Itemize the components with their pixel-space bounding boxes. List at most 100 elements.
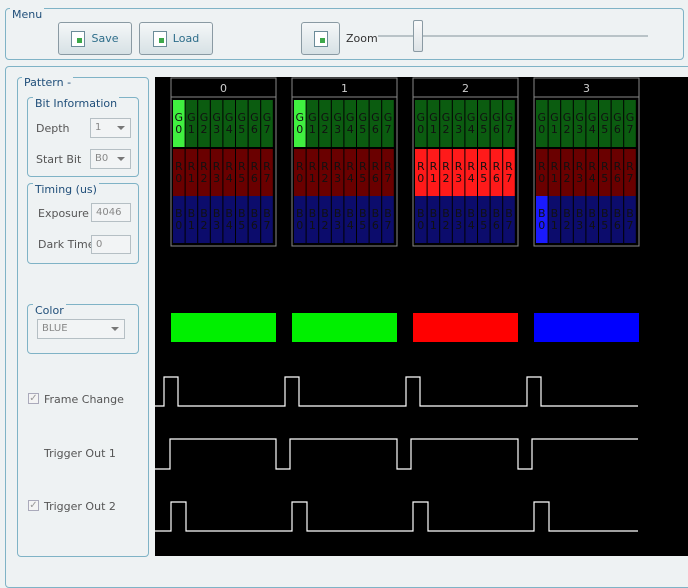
bit-cell	[248, 149, 261, 196]
bit-cell	[440, 100, 452, 147]
bit-channel: R	[384, 160, 392, 173]
start-bit-label: Start Bit	[36, 153, 82, 166]
trigger-out-2-checkbox[interactable]: ✓	[28, 500, 39, 511]
frame-change-label: Frame Change	[44, 393, 124, 406]
bit-cell	[561, 196, 573, 243]
bit-cell	[452, 149, 465, 196]
bit-channel: R	[359, 160, 367, 173]
bit-index: 0	[417, 123, 424, 136]
color-combo[interactable]: BLUE	[37, 319, 125, 339]
load-button[interactable]: Load	[139, 22, 213, 55]
bit-cell	[599, 100, 611, 147]
bit-cell	[427, 100, 440, 147]
bit-cell	[561, 149, 573, 196]
bit-cell	[369, 149, 382, 196]
bit-info-title: Bit Information	[33, 97, 120, 110]
bit-index: 1	[188, 123, 195, 136]
bit-index: 2	[443, 172, 450, 185]
pattern-frame	[170, 96, 277, 247]
bit-index: 3	[213, 123, 220, 136]
pattern-label: 3	[583, 82, 590, 95]
bit-index: 4	[226, 123, 233, 136]
bit-cell	[611, 149, 624, 196]
zoom-thumb[interactable]	[413, 20, 423, 52]
bit-index: 5	[359, 123, 366, 136]
bit-index: 7	[264, 219, 271, 232]
bit-channel: G	[575, 111, 584, 124]
bit-channel: B	[538, 207, 546, 220]
bit-cell	[369, 196, 382, 243]
bit-channel: G	[263, 111, 272, 124]
bit-cell	[173, 196, 185, 243]
bit-channel: B	[563, 207, 571, 220]
bit-channel: B	[296, 207, 304, 220]
bit-index: 3	[334, 172, 341, 185]
bit-cell	[306, 100, 319, 147]
bit-cell	[478, 149, 490, 196]
bit-cell	[331, 196, 344, 243]
bit-index: 5	[238, 219, 245, 232]
bit-cell	[611, 100, 624, 147]
bit-channel: R	[296, 160, 304, 173]
frame-change-checkbox[interactable]: ✓	[28, 393, 39, 404]
bit-index: 3	[334, 219, 341, 232]
bit-cell	[573, 196, 586, 243]
bit-channel: R	[467, 160, 475, 173]
bit-index: 3	[334, 123, 341, 136]
bit-index: 2	[201, 219, 208, 232]
bit-channel: R	[601, 160, 609, 173]
bit-index: 2	[443, 219, 450, 232]
bit-channel: R	[505, 160, 513, 173]
bit-cell	[611, 196, 624, 243]
bit-channel: B	[614, 207, 622, 220]
bit-cell	[465, 100, 477, 147]
exposure-input[interactable]: 4046	[91, 203, 131, 222]
bit-channel: B	[467, 207, 475, 220]
bit-index: 6	[251, 219, 258, 232]
bit-channel: R	[626, 160, 634, 173]
bit-index: 2	[564, 219, 571, 232]
bit-index: 5	[359, 172, 366, 185]
bit-index: 6	[372, 123, 379, 136]
bit-index: 7	[627, 219, 634, 232]
bit-index: 2	[564, 172, 571, 185]
bit-index: 0	[417, 219, 424, 232]
bit-channel: G	[308, 111, 317, 124]
bit-index: 4	[589, 172, 596, 185]
bit-index: 1	[309, 219, 316, 232]
bit-index: 1	[551, 219, 558, 232]
bit-index: 3	[576, 172, 583, 185]
load-label: Load	[172, 32, 200, 45]
depth-label: Depth	[36, 122, 70, 135]
save-button[interactable]: Save	[58, 22, 132, 55]
bit-cell	[344, 149, 356, 196]
bit-cell	[415, 100, 427, 147]
bit-cell	[536, 100, 548, 147]
load-icon	[152, 30, 167, 47]
bit-cell	[586, 100, 598, 147]
bit-channel: G	[588, 111, 597, 124]
bit-cell	[478, 100, 490, 147]
bit-index: 5	[238, 172, 245, 185]
bit-channel: R	[430, 160, 438, 173]
bit-cell	[548, 196, 561, 243]
bit-cell	[573, 149, 586, 196]
bit-channel: G	[442, 111, 451, 124]
add-button[interactable]	[301, 22, 340, 55]
start-bit-combo[interactable]: B0	[90, 149, 131, 169]
bit-cell	[440, 149, 452, 196]
bit-index: 2	[201, 172, 208, 185]
bit-cell	[427, 196, 440, 243]
dark-time-input[interactable]: 0	[91, 235, 131, 254]
bit-channel: B	[346, 207, 354, 220]
bit-cell	[586, 196, 598, 243]
bit-index: 2	[443, 123, 450, 136]
bit-index: 6	[372, 172, 379, 185]
bit-index: 4	[347, 219, 354, 232]
bit-index: 0	[175, 172, 182, 185]
bit-cell	[185, 149, 198, 196]
bit-cell	[561, 100, 573, 147]
depth-combo[interactable]: 1	[90, 118, 131, 138]
add-icon	[313, 30, 328, 47]
bit-channel: R	[334, 160, 342, 173]
